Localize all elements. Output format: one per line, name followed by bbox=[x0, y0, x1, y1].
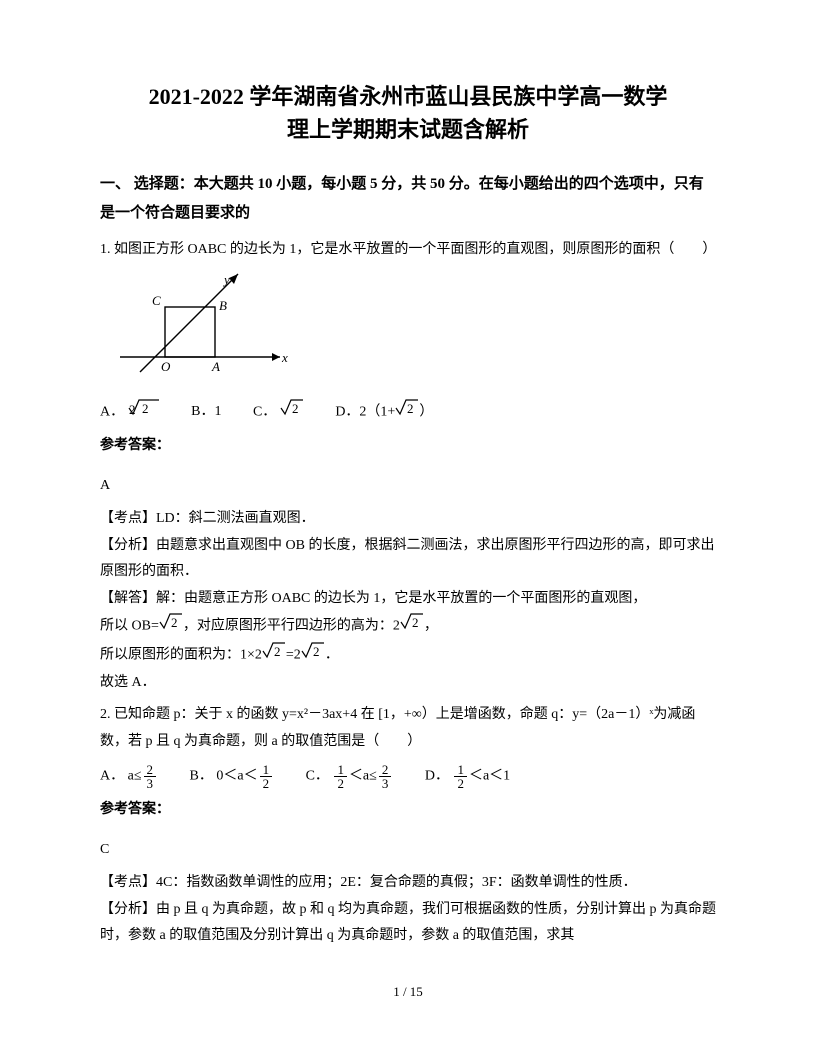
q2-option-a: A． a≤23 bbox=[100, 763, 158, 790]
frac-den: 2 bbox=[260, 777, 273, 790]
frac-num: 2 bbox=[379, 763, 392, 777]
fraction: 23 bbox=[144, 763, 157, 790]
q2-optC-pre: C． bbox=[306, 769, 329, 784]
q1-jieda-3: 所以原图形的面积为：1×2 2 =2 2 ． bbox=[100, 641, 716, 670]
q1-jieda-2: 所以 OB= 2 ，对应原图形平行四边形的高为：2 2 ， bbox=[100, 612, 716, 641]
q2-optD-mid: ＜a＜1 bbox=[469, 769, 510, 784]
page-title: 2021-2022 学年湖南省永州市蓝山县民族中学高一数学 理上学期期末试题含解… bbox=[100, 80, 716, 146]
q1-jd3-pre: 所以原图形的面积为：1×2 bbox=[100, 647, 262, 662]
frac-den: 3 bbox=[379, 777, 392, 790]
square-oblique-diagram: O A B C x y bbox=[120, 272, 290, 382]
page-number: 1 / 15 bbox=[100, 980, 716, 1005]
frac-num: 1 bbox=[334, 763, 347, 777]
sqrt-icon: 2 bbox=[280, 398, 304, 427]
q2-option-c: C． 12＜a≤23 bbox=[306, 763, 394, 790]
section-1-header: 一、 选择题：本大题共 10 小题，每小题 5 分，共 50 分。在每小题给出的… bbox=[100, 170, 716, 227]
sqrt-icon: 2 bbox=[301, 641, 325, 670]
label-y: y bbox=[222, 272, 230, 287]
q1-answer: A bbox=[100, 473, 716, 500]
q1-jd3-post: ． bbox=[325, 647, 339, 662]
frac-den: 2 bbox=[334, 777, 347, 790]
title-line-2: 理上学期期末试题含解析 bbox=[287, 117, 529, 142]
svg-text:2: 2 bbox=[142, 401, 149, 416]
q2-fenxi: 【分析】由 p 且 q 为真命题，故 p 和 q 均为真命题，我们可根据函数的性… bbox=[100, 897, 716, 950]
q1-answer-label: 参考答案： bbox=[100, 433, 716, 460]
q2-answer: C bbox=[100, 837, 716, 864]
sqrt-icon: 2 bbox=[262, 641, 286, 670]
q2-optB-lhs: 0＜a＜ bbox=[216, 769, 257, 784]
sqrt-icon: 2 bbox=[395, 398, 419, 427]
frac-num: 2 bbox=[144, 763, 157, 777]
sqrt-icon: 2 bbox=[159, 612, 183, 641]
label-C: C bbox=[152, 293, 161, 308]
frac-den: 3 bbox=[144, 777, 157, 790]
q2-option-b: B． 0＜a＜12 bbox=[190, 763, 275, 790]
question-2: 2. 已知命题 p：关于 x 的函数 y=x²－3ax+4 在 [1，+∞）上是… bbox=[100, 702, 716, 950]
q1-stem: 1. 如图正方形 OABC 的边长为 1，它是水平放置的一个平面图形的直观图，则… bbox=[100, 237, 716, 264]
fraction: 12 bbox=[454, 763, 467, 790]
fraction: 12 bbox=[334, 763, 347, 790]
svg-text:2: 2 bbox=[313, 644, 320, 659]
question-1: 1. 如图正方形 OABC 的边长为 1，它是水平放置的一个平面图形的直观图，则… bbox=[100, 237, 716, 696]
frac-num: 1 bbox=[454, 763, 467, 777]
q1-fenxi: 【分析】由题意求出直观图中 OB 的长度，根据斜二测画法，求出原图形平行四边形的… bbox=[100, 533, 716, 586]
q2-optD-pre: D． bbox=[425, 769, 449, 784]
q2-optB-pre: B． bbox=[190, 769, 213, 784]
q1-optC-pre: C． bbox=[253, 405, 276, 420]
q2-optA-pre: A． bbox=[100, 769, 124, 784]
svg-text:2: 2 bbox=[171, 615, 178, 630]
svg-text:2: 2 bbox=[407, 401, 414, 416]
q1-optD-pre: D．2（1+ bbox=[335, 405, 395, 420]
frac-num: 1 bbox=[260, 763, 273, 777]
q1-diagram: O A B C x y bbox=[120, 272, 716, 393]
q1-kaodian: 【考点】LD：斜二测法画直观图． bbox=[100, 506, 716, 533]
svg-text:2: 2 bbox=[292, 401, 299, 416]
svg-text:2: 2 bbox=[412, 615, 419, 630]
svg-text:2: 2 bbox=[274, 644, 281, 659]
fraction: 23 bbox=[379, 763, 392, 790]
label-x: x bbox=[281, 350, 288, 365]
q1-option-a: A． 22 bbox=[100, 398, 160, 427]
svg-text:2: 2 bbox=[129, 402, 136, 416]
q1-jd2-post: ， bbox=[424, 619, 438, 634]
q1-jd2-pre: 所以 OB= bbox=[100, 619, 159, 634]
q2-option-d: D． 12＜a＜1 bbox=[425, 763, 510, 790]
q1-jieda-1: 【解答】解：由题意正方形 OABC 的边长为 1，它是水平放置的一个平面图形的直… bbox=[100, 586, 716, 613]
q1-jd2-mid: ，对应原图形平行四边形的高为：2 bbox=[183, 619, 400, 634]
q1-option-c: C． 2 bbox=[253, 398, 304, 427]
q1-options: A． 22 B．1 C． 2 D．2（1+2） bbox=[100, 398, 716, 427]
q1-jd3-mid: =2 bbox=[286, 647, 301, 662]
title-line-1: 2021-2022 学年湖南省永州市蓝山县民族中学高一数学 bbox=[149, 84, 668, 109]
q1-option-d: D．2（1+ 2 ） bbox=[335, 398, 433, 427]
q2-answer-label: 参考答案： bbox=[100, 797, 716, 824]
label-A: A bbox=[211, 359, 220, 374]
sqrt-icon: 22 bbox=[128, 398, 160, 427]
q2-stem: 2. 已知命题 p：关于 x 的函数 y=x²－3ax+4 在 [1，+∞）上是… bbox=[100, 702, 716, 755]
q1-optD-post: ） bbox=[419, 405, 433, 420]
q1-optA-pre: A． bbox=[100, 405, 124, 420]
label-B: B bbox=[219, 298, 227, 313]
q2-kaodian: 【考点】4C：指数函数单调性的应用；2E：复合命题的真假；3F：函数单调性的性质… bbox=[100, 870, 716, 897]
q2-optC-mid: ＜a≤ bbox=[349, 769, 377, 784]
sqrt-icon: 2 bbox=[400, 612, 424, 641]
q2-options: A． a≤23 B． 0＜a＜12 C． 12＜a≤23 D． 12＜a＜1 bbox=[100, 763, 716, 790]
q1-option-b: B．1 bbox=[191, 399, 221, 426]
q2-optA-op: ≤ bbox=[134, 769, 142, 784]
fraction: 12 bbox=[260, 763, 273, 790]
frac-den: 2 bbox=[454, 777, 467, 790]
q1-jieda-4: 故选 A． bbox=[100, 670, 716, 697]
label-O: O bbox=[161, 359, 171, 374]
